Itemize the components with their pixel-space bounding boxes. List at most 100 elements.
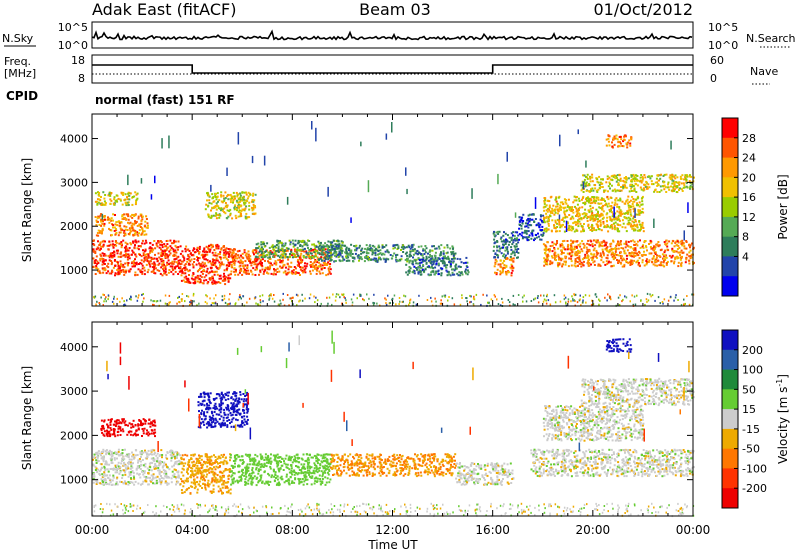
data-cell: [611, 189, 614, 192]
data-cell: [451, 258, 454, 261]
data-cell: [169, 239, 172, 242]
data-cell: [560, 257, 562, 260]
data-cell: [585, 246, 588, 249]
data-cell: [527, 219, 530, 222]
data-cell: [647, 183, 650, 186]
data-cell: [505, 273, 508, 276]
data-cell: [214, 206, 217, 209]
data-cell: [592, 189, 595, 192]
data-cell: [641, 195, 644, 198]
data-cell: [275, 253, 278, 256]
data-cell: [217, 205, 220, 208]
data-cell: [161, 246, 164, 249]
data-cell: [143, 225, 146, 228]
data-cell: [618, 179, 621, 182]
data-cell: [574, 251, 577, 254]
data-cell: [542, 221, 545, 224]
data-cell: [504, 249, 507, 252]
data-cell: [553, 256, 556, 259]
data-cell: [234, 268, 237, 271]
data-cell: [278, 303, 280, 306]
data-cell: [651, 294, 654, 297]
data-cell: [315, 245, 318, 248]
data-cell: [133, 234, 136, 236]
data-cell: [439, 302, 442, 305]
data-cell: [177, 273, 180, 275]
data-cell: [145, 226, 148, 229]
data-cell: [240, 213, 242, 215]
data-cell: [208, 250, 211, 253]
data-cell: [151, 243, 154, 246]
data-cell: [545, 209, 548, 212]
data-cell: [622, 185, 625, 188]
data-cell: [586, 254, 589, 257]
data-cell: [373, 257, 376, 260]
data-cell: [269, 265, 272, 268]
data-cell: [131, 196, 134, 198]
data-cell: [639, 229, 641, 231]
data-cell: [640, 188, 643, 191]
data-cell: [443, 264, 446, 267]
data-cell: [465, 272, 467, 275]
data-cell: [681, 190, 684, 192]
data-cell: [173, 258, 176, 261]
data-cell: [143, 253, 146, 256]
data-cell: [625, 296, 628, 299]
data-cell: [613, 226, 616, 229]
data-cell: [236, 201, 239, 204]
data-cell: [339, 248, 342, 251]
data-cell: [132, 240, 134, 243]
data-cell: [301, 293, 303, 296]
data-cell: [220, 207, 223, 210]
data-cell: [518, 219, 521, 222]
data-cell: [341, 293, 343, 296]
data-cell: [244, 207, 247, 210]
data-cell: [92, 266, 95, 269]
data-cell: [235, 302, 237, 305]
data-cell: [297, 261, 300, 264]
data-cell: [664, 254, 667, 257]
data-cell: [657, 174, 660, 177]
data-cell: [625, 241, 628, 244]
data-cell: [143, 273, 146, 276]
data-cell: [645, 246, 648, 249]
data-cell: [167, 271, 170, 274]
data-cell: [587, 224, 590, 227]
data-cell: [142, 249, 144, 252]
data-cell: [497, 233, 500, 235]
data-cell: [590, 229, 593, 231]
data-cell: [215, 213, 218, 216]
data-cell: [314, 248, 316, 251]
cpid-value: normal (fast) 151 RF: [95, 93, 235, 107]
data-cell: [611, 248, 614, 251]
data-cell: [237, 211, 240, 213]
data-cell: [670, 242, 673, 245]
data-cell: [459, 266, 462, 268]
data-cell: [619, 135, 622, 138]
data-cell: [558, 208, 561, 211]
data-cell: [577, 249, 579, 252]
data-cell: [494, 261, 497, 264]
data-cell: [539, 229, 542, 232]
data-cell: [432, 262, 435, 265]
data-cell: [232, 258, 234, 261]
data-cell: [574, 252, 577, 255]
data-cell: [189, 303, 191, 306]
data-cell: [111, 252, 114, 254]
data-cell: [504, 246, 507, 249]
data-cell: [270, 294, 272, 297]
data-cell: [161, 263, 164, 266]
data-cell: [142, 293, 144, 295]
data-cell: [259, 295, 261, 298]
data-cell: [523, 236, 526, 239]
data-cell: [619, 214, 622, 217]
data-cell: [499, 259, 502, 262]
data-cell: [226, 204, 229, 207]
data-cell: [613, 253, 615, 256]
data-cell: [375, 260, 378, 263]
data-cell: [140, 214, 143, 217]
data-cell: [228, 298, 230, 301]
data-cell: [435, 300, 437, 303]
data-cell: [609, 183, 611, 185]
data-cell: [537, 224, 540, 227]
